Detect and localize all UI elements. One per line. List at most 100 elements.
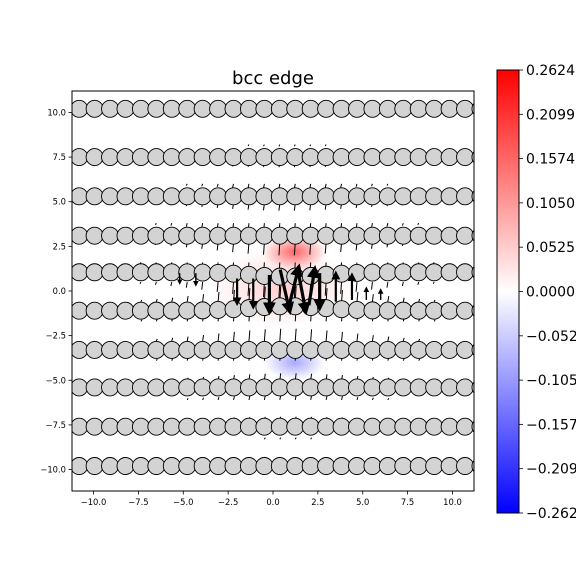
- quiver-arrow: [248, 330, 251, 342]
- atom-marker: [209, 300, 228, 319]
- quiver-arrow: [324, 183, 327, 189]
- atom-marker: [72, 301, 89, 320]
- atom-marker: [409, 301, 428, 320]
- atom-marker: [255, 340, 274, 359]
- atom-marker: [348, 148, 366, 167]
- atom-marker: [301, 417, 320, 436]
- atom-marker: [363, 187, 382, 206]
- quiver-arrow: [356, 292, 359, 302]
- atom-marker: [209, 187, 228, 206]
- colorbar-tick-label: 0.0000: [526, 285, 575, 301]
- quiver-arrow: [154, 281, 157, 285]
- atom-marker: [255, 148, 274, 167]
- quiver-arrow: [294, 437, 297, 440]
- atom-marker: [317, 226, 336, 245]
- atom-marker: [72, 263, 89, 282]
- atom-marker: [409, 340, 428, 359]
- quiver-arrow: [324, 282, 327, 296]
- atom-marker: [348, 378, 366, 397]
- atom-marker: [409, 99, 428, 118]
- atom-marker: [425, 417, 444, 436]
- quiver-arrow: [371, 335, 374, 342]
- quiver-arrow: [325, 395, 328, 401]
- atom-marker: [131, 99, 150, 118]
- atom-marker: [440, 99, 459, 118]
- atom-marker: [332, 187, 351, 206]
- atom-marker: [72, 148, 89, 167]
- atom-marker: [85, 457, 104, 475]
- atom-marker: [240, 299, 258, 318]
- atom-marker: [131, 148, 150, 167]
- quiver-arrow: [140, 299, 143, 302]
- atom-marker: [317, 148, 336, 167]
- y-axis-ticks: −10.0 −7.5 −5.0 −2.5 0.0 2.5 5.0 7.5 10.0: [40, 107, 72, 475]
- atom-marker: [471, 150, 474, 164]
- atom-marker: [348, 99, 366, 118]
- atom-marker: [147, 187, 166, 206]
- atom-marker: [85, 187, 104, 206]
- atom-marker: [394, 417, 413, 436]
- atom-marker: [240, 99, 258, 118]
- quiver-arrow: [186, 296, 189, 302]
- atom-marker: [440, 301, 459, 320]
- y-tick-label: −10.0: [40, 465, 66, 475]
- atom-marker: [471, 102, 474, 116]
- atom-marker: [456, 457, 474, 475]
- quiver-arrow: [402, 337, 405, 342]
- quiver-arrow: [433, 299, 436, 302]
- displacement-arrow: [306, 265, 320, 306]
- atom-marker: [162, 417, 181, 436]
- quiver-arrow: [341, 289, 343, 302]
- atom-marker: [270, 148, 289, 167]
- atom-marker: [270, 340, 289, 359]
- colorbar-tick-label: −0.1574: [526, 417, 576, 433]
- quiver-arrow: [185, 183, 188, 186]
- atom-marker: [255, 457, 274, 475]
- atom-marker: [224, 417, 243, 436]
- atom-marker: [162, 226, 181, 245]
- atom-marker: [255, 378, 274, 397]
- atom-marker: [101, 301, 119, 320]
- atom-marker: [116, 340, 135, 359]
- atom-marker: [224, 340, 243, 359]
- quiver-arrow: [418, 338, 421, 342]
- atom-marker: [224, 300, 243, 319]
- x-tick-label: −5.0: [173, 497, 193, 507]
- atom-marker: [471, 343, 474, 357]
- atom-marker: [193, 417, 212, 436]
- atom-marker: [116, 148, 135, 167]
- colorbar-tick-label: 0.0525: [526, 240, 575, 256]
- atom-marker: [440, 148, 459, 167]
- quiver-arrow: [263, 437, 266, 440]
- y-tick-label: −2.5: [46, 331, 66, 341]
- atom-marker: [209, 378, 228, 397]
- atom-marker: [101, 226, 119, 245]
- quiver-arrow: [263, 144, 265, 147]
- displacement-arrow: [296, 271, 311, 316]
- quiver-arrow: [263, 329, 266, 342]
- atom-marker: [147, 417, 166, 436]
- quiver-arrow: [170, 222, 173, 226]
- atom-marker: [456, 340, 474, 359]
- atom-marker: [116, 99, 135, 118]
- quiver-arrow: [155, 298, 158, 302]
- atom-marker: [471, 229, 474, 242]
- x-tick-label: 2.5: [311, 497, 324, 507]
- atom-marker: [425, 340, 444, 359]
- atom-marker: [116, 187, 135, 206]
- quiver-arrow: [170, 281, 173, 287]
- atom-marker: [270, 187, 289, 206]
- atom-marker: [301, 266, 320, 285]
- atom-marker: [286, 378, 305, 397]
- atom-marker: [394, 226, 413, 245]
- x-tick-label: −7.5: [128, 497, 148, 507]
- y-tick-label: 7.5: [53, 152, 66, 162]
- atom-marker: [471, 381, 474, 394]
- atom-marker: [332, 417, 351, 436]
- quiver-arrow: [324, 144, 327, 147]
- atom-marker: [286, 417, 305, 436]
- atom-marker: [240, 226, 258, 245]
- atom-marker: [72, 99, 89, 118]
- atom-marker: [224, 226, 243, 245]
- atom-marker: [378, 99, 397, 118]
